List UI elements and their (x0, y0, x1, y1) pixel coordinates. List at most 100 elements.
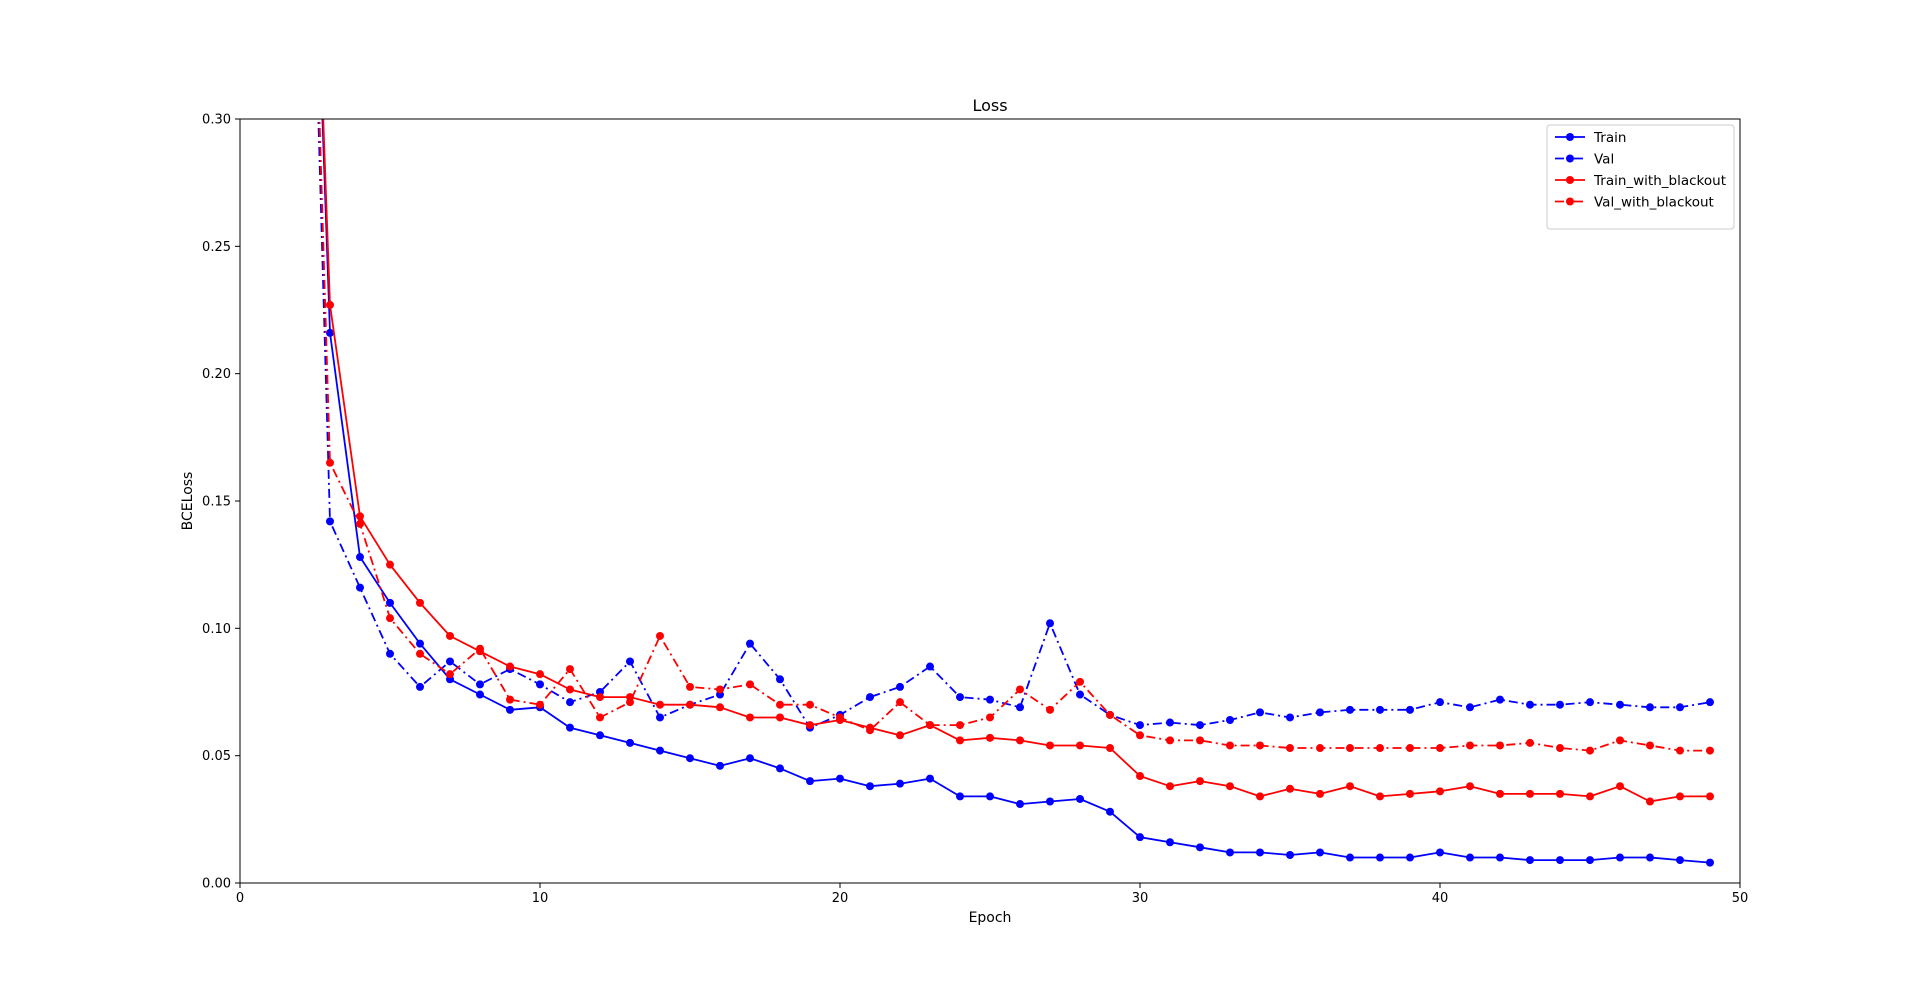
data-point-train-with-blackout (1646, 797, 1654, 806)
data-point-train-with-blackout (1076, 741, 1084, 750)
data-point-train (1586, 856, 1594, 865)
data-point-train (656, 746, 664, 755)
data-point-val-with-blackout (1496, 741, 1504, 750)
data-point-val-with-blackout (806, 700, 814, 709)
y-tick-label: 0.00 (202, 877, 231, 892)
data-point-train-with-blackout (1616, 782, 1624, 791)
legend: Train Val Train_with_blackout Val_with_blac… (1546, 124, 1735, 230)
data-point-val-with-blackout (536, 700, 544, 709)
data-point-val-with-blackout (1616, 736, 1624, 745)
data-point-val-with-blackout (1046, 705, 1054, 714)
data-point-val-with-blackout (356, 519, 364, 528)
data-point-train-with-blackout (1226, 782, 1234, 791)
data-point-val (1166, 718, 1174, 727)
data-point-train-with-blackout (596, 693, 604, 702)
data-point-val-with-blackout (1286, 744, 1294, 753)
data-point-val (386, 649, 394, 658)
data-point-val-with-blackout (1436, 744, 1444, 753)
data-point-train-with-blackout (416, 598, 424, 607)
x-tick-label: 10 (532, 891, 549, 906)
x-tick-label: 0 (236, 891, 244, 906)
data-point-train-with-blackout (1406, 789, 1414, 798)
legend-marker (1566, 133, 1574, 141)
legend-label: Val_with_blackout (1594, 195, 1714, 211)
data-point-train (1556, 856, 1564, 865)
data-point-val-with-blackout (1106, 710, 1114, 719)
data-point-val-with-blackout (866, 726, 874, 735)
data-point-train (1706, 858, 1714, 867)
data-point-val-with-blackout (626, 698, 634, 707)
data-point-train (386, 598, 394, 607)
y-tick-label: 0.10 (202, 622, 231, 637)
data-point-train (1406, 853, 1414, 862)
data-point-val (1286, 713, 1294, 722)
data-point-val (896, 682, 904, 691)
data-point-train-with-blackout (1136, 772, 1144, 781)
data-point-train-with-blackout (1706, 792, 1714, 801)
data-point-val (986, 695, 994, 704)
data-point-train-with-blackout (1346, 782, 1354, 791)
data-point-train (356, 553, 364, 562)
data-point-train-with-blackout (536, 670, 544, 679)
data-point-val (656, 713, 664, 722)
data-point-val (446, 657, 454, 666)
y-tick-label: 0.25 (202, 240, 231, 255)
data-point-train (1466, 853, 1474, 862)
data-point-val (1136, 721, 1144, 730)
data-point-train (1046, 797, 1054, 806)
data-point-train (956, 792, 964, 801)
data-point-val-with-blackout (386, 614, 394, 623)
data-point-val-with-blackout (1316, 744, 1324, 753)
data-point-train-with-blackout (896, 731, 904, 740)
legend-label: Val (1594, 152, 1614, 168)
data-point-train (626, 738, 634, 747)
data-point-train (806, 777, 814, 786)
data-point-val (776, 675, 784, 684)
legend-item: Val (1555, 152, 1614, 168)
data-point-val (746, 639, 754, 648)
data-point-train (416, 639, 424, 648)
data-point-train-with-blackout (566, 685, 574, 694)
data-point-train-with-blackout (1466, 782, 1474, 791)
data-point-val-with-blackout (1136, 731, 1144, 740)
data-point-train (1646, 853, 1654, 862)
data-point-train (1106, 807, 1114, 816)
data-point-val (1226, 716, 1234, 725)
data-point-val (1496, 695, 1504, 704)
data-point-train-with-blackout (956, 736, 964, 745)
data-point-train (836, 774, 844, 783)
data-point-train-with-blackout (1016, 736, 1024, 745)
data-point-val (626, 657, 634, 666)
data-point-train-with-blackout (1496, 789, 1504, 798)
data-point-train (1526, 856, 1534, 865)
data-point-train-with-blackout (806, 721, 814, 730)
data-point-train (866, 782, 874, 791)
data-point-train (716, 761, 724, 770)
data-point-train-with-blackout (1556, 789, 1564, 798)
data-point-train (596, 731, 604, 740)
data-point-val-with-blackout (1376, 744, 1384, 753)
data-point-train (1256, 848, 1264, 857)
data-point-train-with-blackout (776, 713, 784, 722)
data-point-train-with-blackout (326, 300, 334, 309)
data-point-train (566, 723, 574, 732)
data-point-val-with-blackout (1166, 736, 1174, 745)
y-axis: 0.00 0.05 0.10 0.15 0.20 0.25 0.30 (202, 113, 240, 892)
data-point-val (416, 682, 424, 691)
y-axis-label: BCELoss (180, 472, 196, 531)
data-point-val-with-blackout (1076, 677, 1084, 686)
data-point-train (746, 754, 754, 763)
legend-item: Train (1555, 130, 1626, 146)
data-point-train-with-blackout (986, 733, 994, 742)
series-val-with-blackout (318, 119, 1714, 755)
data-point-val-with-blackout (326, 458, 334, 467)
data-point-train (1286, 850, 1294, 859)
data-point-train (506, 705, 514, 714)
data-point-val (1316, 708, 1324, 717)
y-tick-label: 0.05 (202, 749, 231, 764)
data-point-train (1616, 853, 1624, 862)
legend-marker (1566, 154, 1574, 163)
y-tick-label: 0.15 (202, 495, 231, 510)
data-point-train (1496, 853, 1504, 862)
